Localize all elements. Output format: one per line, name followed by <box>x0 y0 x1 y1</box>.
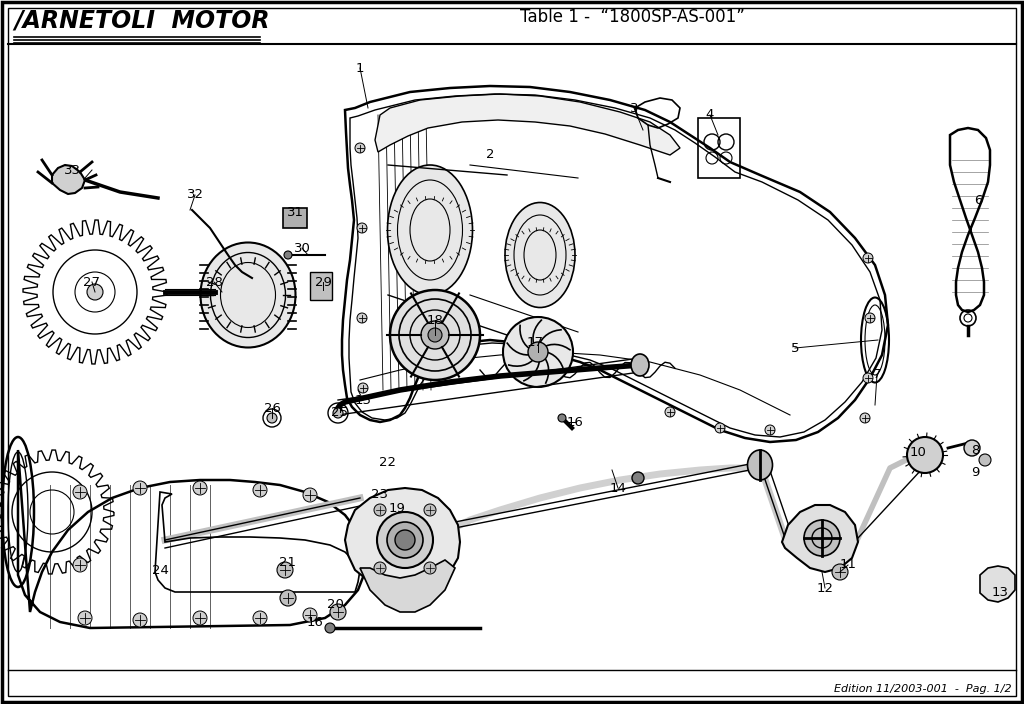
Circle shape <box>358 383 368 393</box>
Circle shape <box>831 564 848 580</box>
Text: 17: 17 <box>526 336 544 348</box>
Text: 32: 32 <box>186 189 204 201</box>
Circle shape <box>325 623 335 633</box>
Text: 2: 2 <box>485 149 495 161</box>
Circle shape <box>333 408 343 418</box>
Circle shape <box>253 483 267 497</box>
Ellipse shape <box>505 203 575 308</box>
Circle shape <box>907 437 943 473</box>
Text: 9: 9 <box>971 465 979 479</box>
Circle shape <box>804 520 840 556</box>
Circle shape <box>424 504 436 516</box>
Circle shape <box>280 590 296 606</box>
Text: 6: 6 <box>974 194 982 206</box>
Text: 19: 19 <box>388 501 406 515</box>
Polygon shape <box>980 566 1015 602</box>
Circle shape <box>860 413 870 423</box>
Text: 31: 31 <box>287 206 303 218</box>
Ellipse shape <box>428 328 442 342</box>
Polygon shape <box>360 560 455 612</box>
Circle shape <box>133 613 147 627</box>
Text: 16: 16 <box>306 615 324 629</box>
Circle shape <box>87 284 103 300</box>
Circle shape <box>665 407 675 417</box>
Circle shape <box>964 440 980 456</box>
Circle shape <box>73 558 87 572</box>
Circle shape <box>78 611 92 625</box>
Circle shape <box>632 472 644 484</box>
Circle shape <box>357 223 367 233</box>
Ellipse shape <box>421 321 449 349</box>
Circle shape <box>715 423 725 433</box>
Text: 24: 24 <box>152 563 168 577</box>
Circle shape <box>374 562 386 574</box>
Text: 29: 29 <box>314 275 332 289</box>
Polygon shape <box>375 94 680 155</box>
Polygon shape <box>345 488 460 592</box>
Circle shape <box>374 504 386 516</box>
Text: 18: 18 <box>427 313 443 327</box>
Circle shape <box>284 251 292 259</box>
Circle shape <box>377 512 433 568</box>
Bar <box>310 272 332 300</box>
Ellipse shape <box>503 317 573 387</box>
Circle shape <box>330 604 346 620</box>
Ellipse shape <box>387 165 472 295</box>
Circle shape <box>863 373 873 383</box>
Text: 1: 1 <box>355 61 365 75</box>
Text: 23: 23 <box>372 489 388 501</box>
Text: 22: 22 <box>380 455 396 468</box>
Text: 33: 33 <box>63 163 81 177</box>
Ellipse shape <box>201 242 296 348</box>
Text: 15: 15 <box>354 394 372 406</box>
Circle shape <box>73 485 87 499</box>
Circle shape <box>357 313 367 323</box>
Circle shape <box>303 608 317 622</box>
Text: 3: 3 <box>630 101 638 115</box>
Circle shape <box>424 562 436 574</box>
Circle shape <box>528 342 548 362</box>
Circle shape <box>387 522 423 558</box>
Circle shape <box>355 143 365 153</box>
Text: 11: 11 <box>840 558 856 572</box>
Circle shape <box>395 530 415 550</box>
Circle shape <box>765 425 775 435</box>
Text: 12: 12 <box>816 582 834 594</box>
Text: 14: 14 <box>609 482 627 494</box>
Circle shape <box>193 611 207 625</box>
Bar <box>283 208 307 228</box>
Text: 7: 7 <box>872 368 882 382</box>
Text: 30: 30 <box>294 241 310 255</box>
Text: 4: 4 <box>706 108 714 122</box>
Text: 8: 8 <box>971 444 979 456</box>
Text: 13: 13 <box>991 586 1009 598</box>
Circle shape <box>133 481 147 495</box>
Polygon shape <box>782 505 858 572</box>
Ellipse shape <box>748 450 772 480</box>
Circle shape <box>253 611 267 625</box>
Text: 25: 25 <box>332 406 348 418</box>
Text: 27: 27 <box>84 275 100 289</box>
Ellipse shape <box>631 354 649 376</box>
Text: 20: 20 <box>327 598 343 612</box>
Ellipse shape <box>390 290 480 380</box>
Text: 26: 26 <box>263 401 281 415</box>
Circle shape <box>303 488 317 502</box>
Text: 28: 28 <box>206 275 222 289</box>
Circle shape <box>193 481 207 495</box>
Circle shape <box>267 413 278 423</box>
Circle shape <box>863 253 873 263</box>
Text: 10: 10 <box>909 446 927 458</box>
Text: /ARNETOLI  MOTOR: /ARNETOLI MOTOR <box>14 8 269 32</box>
Circle shape <box>558 414 566 422</box>
Text: 16: 16 <box>566 415 584 429</box>
Circle shape <box>278 562 293 578</box>
Circle shape <box>865 313 874 323</box>
Circle shape <box>979 454 991 466</box>
Polygon shape <box>52 165 85 194</box>
Text: 21: 21 <box>279 555 296 569</box>
Text: 5: 5 <box>791 341 800 355</box>
Text: Table 1 -  “1800SP-AS-001”: Table 1 - “1800SP-AS-001” <box>520 8 744 26</box>
Text: Edition 11/2003-001  -  Pag. 1/2: Edition 11/2003-001 - Pag. 1/2 <box>835 684 1012 694</box>
